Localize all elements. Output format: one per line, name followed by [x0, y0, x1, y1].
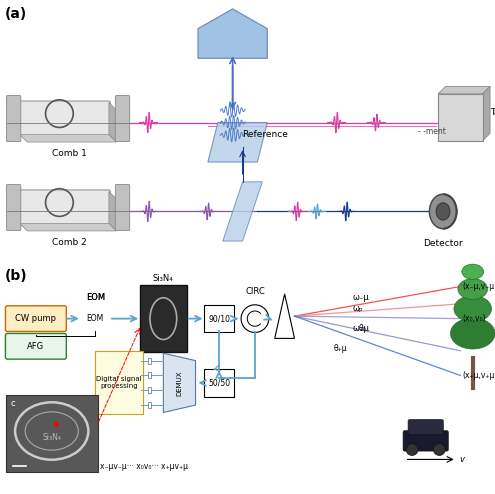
FancyBboxPatch shape — [148, 387, 151, 393]
Text: EOM: EOM — [86, 293, 105, 302]
Polygon shape — [198, 9, 267, 58]
FancyBboxPatch shape — [204, 305, 234, 332]
Text: θ₊μ: θ₊μ — [334, 344, 348, 353]
Text: Comb 2: Comb 2 — [52, 239, 87, 247]
Polygon shape — [109, 192, 116, 231]
Text: (x₊μ,v₊μ): (x₊μ,v₊μ) — [463, 371, 495, 380]
Text: ωₚ: ωₚ — [352, 304, 363, 313]
Circle shape — [434, 444, 446, 455]
Text: Detector: Detector — [423, 239, 463, 247]
Text: (a): (a) — [5, 7, 27, 21]
Polygon shape — [109, 103, 116, 142]
FancyBboxPatch shape — [204, 369, 234, 397]
FancyBboxPatch shape — [18, 190, 110, 225]
Polygon shape — [20, 135, 116, 142]
Ellipse shape — [436, 203, 450, 220]
Text: Si₃N₄: Si₃N₄ — [153, 274, 174, 283]
Polygon shape — [208, 123, 267, 162]
Text: 90/10: 90/10 — [208, 314, 230, 323]
Polygon shape — [275, 294, 295, 338]
Text: x₋μv₋μ··· x₀v₀··· x₊μv₊μ: x₋μv₋μ··· x₀v₀··· x₊μv₊μ — [99, 462, 188, 471]
Ellipse shape — [450, 318, 495, 349]
FancyBboxPatch shape — [438, 94, 483, 141]
Polygon shape — [163, 353, 196, 412]
Text: Si₃N₄: Si₃N₄ — [42, 433, 61, 442]
Polygon shape — [438, 86, 490, 94]
FancyBboxPatch shape — [408, 420, 444, 435]
Circle shape — [241, 305, 269, 332]
FancyBboxPatch shape — [403, 431, 448, 451]
Ellipse shape — [462, 264, 484, 279]
Text: ω₋μ: ω₋μ — [352, 293, 369, 302]
FancyBboxPatch shape — [6, 96, 21, 142]
Text: EOM: EOM — [87, 314, 104, 323]
Polygon shape — [223, 182, 262, 241]
Text: (b): (b) — [5, 269, 28, 283]
Text: - -ment: - -ment — [418, 127, 446, 136]
Text: CIRC: CIRC — [245, 287, 265, 296]
FancyBboxPatch shape — [115, 96, 130, 142]
Text: AFG: AFG — [27, 342, 45, 351]
FancyBboxPatch shape — [18, 101, 110, 136]
Polygon shape — [20, 223, 116, 231]
Text: Comb 1: Comb 1 — [52, 149, 87, 159]
Text: v: v — [459, 455, 464, 464]
Polygon shape — [483, 86, 490, 141]
Ellipse shape — [430, 194, 457, 229]
Text: Target: Target — [491, 108, 495, 117]
Text: ω₊μ: ω₊μ — [352, 324, 369, 333]
FancyBboxPatch shape — [148, 372, 151, 378]
Ellipse shape — [454, 295, 492, 322]
Text: Digital signal
processing: Digital signal processing — [96, 376, 142, 389]
FancyBboxPatch shape — [5, 306, 66, 331]
Text: 50/50: 50/50 — [208, 378, 230, 387]
Text: (x₋μ,v₋μ): (x₋μ,v₋μ) — [463, 282, 495, 291]
FancyBboxPatch shape — [6, 185, 21, 230]
Text: CW pump: CW pump — [15, 314, 56, 323]
Text: DEMUX: DEMUX — [176, 370, 183, 396]
Text: EOM: EOM — [86, 293, 105, 302]
Circle shape — [406, 444, 418, 455]
FancyBboxPatch shape — [148, 402, 151, 408]
FancyBboxPatch shape — [148, 358, 151, 364]
Text: (x₀,v₀): (x₀,v₀) — [463, 314, 487, 323]
Text: θ₀: θ₀ — [359, 324, 367, 333]
Text: Reference: Reference — [243, 130, 289, 139]
FancyBboxPatch shape — [5, 333, 66, 359]
FancyBboxPatch shape — [6, 395, 98, 472]
Ellipse shape — [458, 279, 488, 299]
FancyBboxPatch shape — [140, 285, 187, 352]
FancyBboxPatch shape — [115, 185, 130, 230]
FancyBboxPatch shape — [95, 351, 143, 414]
Text: c: c — [11, 399, 15, 408]
